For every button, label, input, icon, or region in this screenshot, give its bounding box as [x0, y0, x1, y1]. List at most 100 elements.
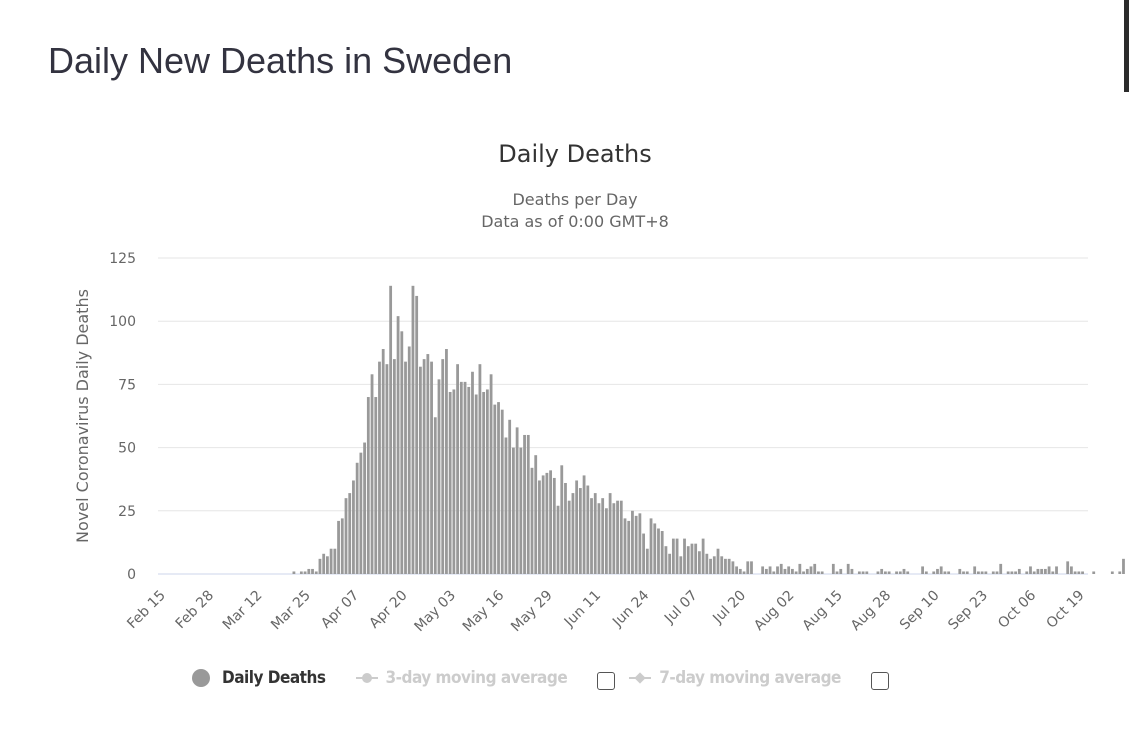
- bar[interactable]: [939, 566, 943, 574]
- bar[interactable]: [746, 561, 750, 574]
- bar[interactable]: [698, 551, 701, 574]
- bar[interactable]: [1055, 566, 1058, 574]
- bar[interactable]: [586, 485, 590, 574]
- bar[interactable]: [768, 566, 772, 574]
- bar[interactable]: [980, 571, 984, 574]
- bar[interactable]: [590, 498, 593, 574]
- bar[interactable]: [500, 409, 504, 574]
- bar[interactable]: [817, 571, 820, 574]
- bar[interactable]: [504, 437, 508, 574]
- bar[interactable]: [876, 571, 880, 574]
- bar[interactable]: [809, 566, 813, 574]
- bar[interactable]: [694, 543, 698, 574]
- bar[interactable]: [671, 538, 675, 574]
- bar[interactable]: [430, 361, 433, 574]
- bar[interactable]: [802, 571, 805, 574]
- bar[interactable]: [619, 500, 623, 574]
- bar[interactable]: [541, 475, 545, 574]
- bar[interactable]: [764, 568, 768, 574]
- bar[interactable]: [772, 571, 776, 574]
- bar[interactable]: [683, 538, 686, 574]
- bar[interactable]: [519, 447, 523, 574]
- bar[interactable]: [538, 480, 541, 574]
- bar[interactable]: [608, 493, 612, 574]
- bar[interactable]: [329, 548, 333, 574]
- bar[interactable]: [452, 389, 456, 574]
- bar[interactable]: [318, 558, 322, 574]
- bar[interactable]: [1036, 568, 1040, 574]
- bar[interactable]: [1092, 571, 1096, 574]
- bar[interactable]: [924, 571, 928, 574]
- bar[interactable]: [508, 419, 512, 574]
- bar[interactable]: [932, 571, 936, 574]
- bar[interactable]: [813, 563, 817, 574]
- bar[interactable]: [716, 548, 720, 574]
- bar[interactable]: [973, 566, 977, 574]
- bar[interactable]: [645, 548, 649, 574]
- bar[interactable]: [675, 538, 679, 574]
- bar[interactable]: [965, 571, 969, 574]
- bar[interactable]: [564, 482, 567, 574]
- bar[interactable]: [1006, 571, 1010, 574]
- bar[interactable]: [902, 568, 906, 574]
- bar[interactable]: [322, 553, 326, 574]
- bar[interactable]: [712, 556, 716, 574]
- bar[interactable]: [761, 566, 765, 574]
- 3day-average-checkbox[interactable]: [597, 672, 616, 690]
- bar[interactable]: [895, 571, 898, 574]
- bar[interactable]: [820, 571, 824, 574]
- bar[interactable]: [534, 455, 538, 574]
- bar[interactable]: [471, 371, 474, 574]
- bar[interactable]: [560, 465, 564, 574]
- bar[interactable]: [374, 397, 378, 574]
- bar[interactable]: [884, 571, 887, 574]
- bar[interactable]: [742, 571, 746, 574]
- bar[interactable]: [366, 397, 370, 574]
- bar[interactable]: [601, 498, 605, 574]
- bar[interactable]: [686, 546, 690, 574]
- bar[interactable]: [794, 571, 798, 574]
- bar[interactable]: [627, 520, 631, 574]
- bar[interactable]: [482, 391, 486, 574]
- bar[interactable]: [995, 571, 999, 574]
- bar[interactable]: [805, 568, 809, 574]
- bar[interactable]: [337, 520, 340, 574]
- bar[interactable]: [1110, 571, 1114, 574]
- bar[interactable]: [958, 568, 962, 574]
- bar[interactable]: [348, 493, 352, 574]
- bar[interactable]: [634, 515, 638, 574]
- bar[interactable]: [1047, 566, 1051, 574]
- bar[interactable]: [1051, 571, 1055, 574]
- bar[interactable]: [738, 568, 742, 574]
- bar[interactable]: [459, 381, 463, 574]
- bar[interactable]: [653, 523, 657, 574]
- bar[interactable]: [664, 546, 668, 574]
- bar[interactable]: [515, 427, 519, 574]
- bar[interactable]: [571, 493, 575, 574]
- bar[interactable]: [512, 447, 515, 574]
- bar[interactable]: [679, 556, 683, 574]
- bar[interactable]: [846, 563, 850, 574]
- bar[interactable]: [597, 503, 601, 574]
- bar[interactable]: [326, 556, 329, 574]
- bar[interactable]: [642, 533, 645, 574]
- bar[interactable]: [400, 331, 404, 574]
- bar[interactable]: [984, 571, 988, 574]
- bar[interactable]: [463, 381, 467, 574]
- bar[interactable]: [407, 346, 411, 574]
- bar[interactable]: [381, 349, 385, 574]
- bar[interactable]: [352, 480, 355, 574]
- bar[interactable]: [445, 349, 448, 574]
- bar[interactable]: [605, 508, 608, 574]
- bar[interactable]: [906, 571, 910, 574]
- bar[interactable]: [1070, 566, 1073, 574]
- bar[interactable]: [344, 498, 348, 574]
- bar[interactable]: [999, 563, 1003, 574]
- bar[interactable]: [857, 571, 861, 574]
- bar[interactable]: [493, 404, 497, 574]
- bar[interactable]: [1073, 571, 1077, 574]
- bar[interactable]: [404, 361, 407, 574]
- bar[interactable]: [1029, 566, 1032, 574]
- bar[interactable]: [936, 568, 939, 574]
- bar[interactable]: [880, 568, 884, 574]
